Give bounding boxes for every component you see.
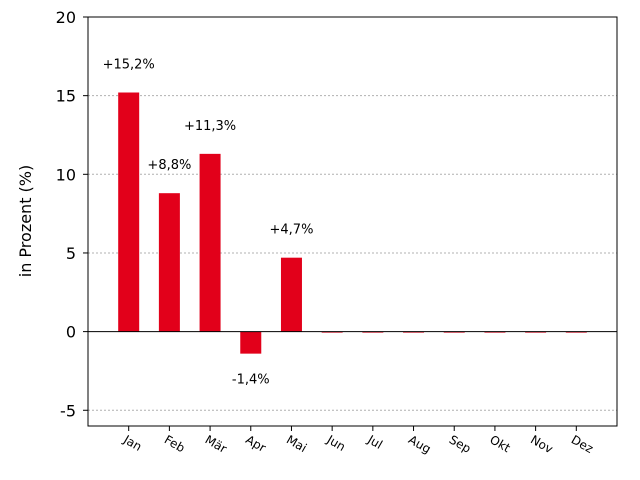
data-label: +4,7% (270, 223, 314, 238)
data-label: +11,3% (184, 119, 236, 134)
data-label: -1,4% (232, 373, 270, 388)
bar (158, 193, 180, 332)
x-tick-label: Jul (364, 432, 384, 452)
plot-frame (87, 16, 618, 427)
y-tick-label: 10 (56, 165, 76, 184)
y-tick-label: -5 (60, 401, 76, 420)
y-tick-label: 0 (66, 323, 76, 342)
bar (280, 257, 302, 332)
bar (118, 92, 140, 332)
y-axis-ticks: -5 0 5 10 15 20 (56, 8, 88, 420)
y-tick-label: 20 (56, 8, 76, 27)
data-label: +8,8% (147, 158, 191, 173)
y-tick-label: 5 (66, 244, 76, 263)
y-axis-label: in Prozent (%) (16, 165, 35, 277)
bars-group (118, 92, 587, 354)
y-tick-label: 15 (56, 87, 76, 106)
bar (240, 331, 262, 354)
bar (199, 153, 221, 332)
data-labels: +15,2% +8,8% +11,3% -1,4% +4,7% (103, 58, 314, 388)
data-label: +15,2% (103, 58, 155, 73)
